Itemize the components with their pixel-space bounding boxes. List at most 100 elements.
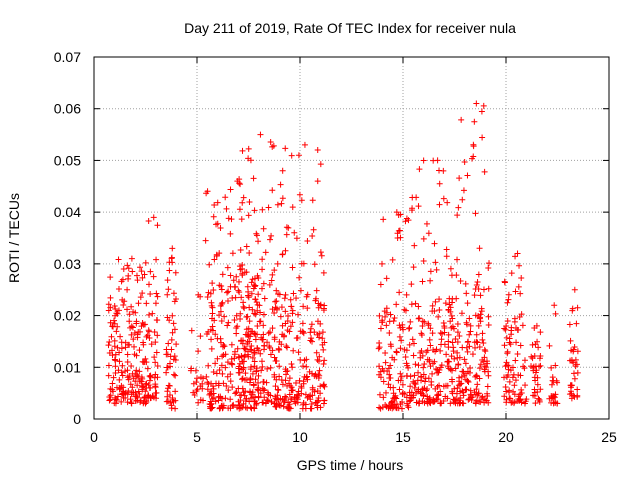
data-point	[229, 402, 236, 409]
data-point	[142, 388, 149, 395]
data-point	[386, 329, 393, 336]
data-point	[305, 393, 312, 400]
data-point	[394, 230, 401, 237]
data-point	[124, 286, 131, 293]
data-point	[282, 308, 289, 315]
data-point	[237, 266, 244, 273]
data-point	[167, 399, 174, 406]
data-point	[424, 347, 431, 354]
data-point	[464, 300, 471, 307]
data-point	[222, 351, 229, 358]
x-axis-label: GPS time / hours	[297, 457, 404, 473]
data-point	[469, 351, 476, 358]
data-point	[245, 212, 252, 219]
data-point	[536, 363, 543, 370]
data-point	[131, 330, 138, 337]
data-point	[480, 340, 487, 347]
data-point	[276, 373, 283, 380]
data-point	[405, 404, 412, 411]
data-point	[376, 363, 383, 370]
data-point	[256, 302, 263, 309]
data-point	[511, 315, 518, 322]
data-point	[484, 360, 491, 367]
data-point	[231, 348, 238, 355]
data-point	[191, 391, 198, 398]
data-point	[242, 377, 249, 384]
data-point	[391, 314, 398, 321]
data-point	[248, 279, 255, 286]
data-point	[166, 360, 173, 367]
data-point	[234, 345, 241, 352]
data-point	[522, 398, 529, 405]
data-point	[418, 332, 425, 339]
data-point	[206, 261, 213, 268]
data-point	[205, 380, 212, 387]
data-point	[112, 357, 119, 364]
data-point	[252, 336, 259, 343]
data-point	[229, 250, 236, 257]
data-point	[279, 251, 286, 258]
data-point	[416, 166, 423, 173]
data-point	[288, 360, 295, 367]
data-point	[215, 397, 222, 404]
data-point	[291, 229, 298, 236]
data-point	[165, 286, 172, 293]
chart-title: Day 211 of 2019, Rate Of TEC Index for r…	[184, 20, 516, 36]
data-point	[192, 367, 199, 374]
data-point	[224, 373, 231, 380]
data-point	[437, 329, 444, 336]
data-point	[231, 317, 238, 324]
data-point	[464, 339, 471, 346]
data-point	[205, 362, 212, 369]
data-point	[269, 271, 276, 278]
data-point	[376, 344, 383, 351]
data-point	[504, 299, 511, 306]
data-point	[257, 309, 264, 316]
data-point	[293, 295, 300, 302]
data-point	[246, 318, 253, 325]
data-point	[411, 340, 418, 347]
data-point	[218, 286, 225, 293]
data-point	[255, 372, 262, 379]
data-point	[532, 400, 539, 407]
data-point	[143, 359, 150, 366]
data-point	[258, 285, 265, 292]
data-point	[281, 295, 288, 302]
data-point	[485, 313, 492, 320]
data-point	[481, 346, 488, 353]
x-tick-label: 20	[498, 429, 514, 445]
data-point	[229, 384, 236, 391]
data-point	[551, 302, 558, 309]
data-point	[421, 318, 428, 325]
data-point	[112, 305, 119, 312]
data-point	[225, 387, 232, 394]
data-point	[506, 378, 513, 385]
data-point	[502, 326, 509, 333]
data-point	[166, 267, 173, 274]
data-point	[216, 366, 223, 373]
data-point	[479, 134, 486, 141]
data-point	[168, 346, 175, 353]
data-point	[548, 381, 555, 388]
data-point	[387, 311, 394, 318]
data-point	[112, 369, 119, 376]
data-point	[432, 259, 439, 266]
data-point	[472, 312, 479, 319]
data-point	[205, 289, 212, 296]
data-point	[284, 382, 291, 389]
data-point	[473, 281, 480, 288]
data-point	[458, 310, 465, 317]
data-point	[260, 378, 267, 385]
data-point	[402, 218, 409, 225]
data-point	[483, 397, 490, 404]
data-point	[464, 348, 471, 355]
data-point	[320, 360, 327, 367]
data-point	[420, 157, 427, 164]
data-point	[153, 256, 160, 263]
data-point	[250, 381, 257, 388]
data-point	[473, 100, 480, 107]
data-point	[443, 246, 450, 253]
data-point	[139, 274, 146, 281]
data-point	[128, 303, 135, 310]
